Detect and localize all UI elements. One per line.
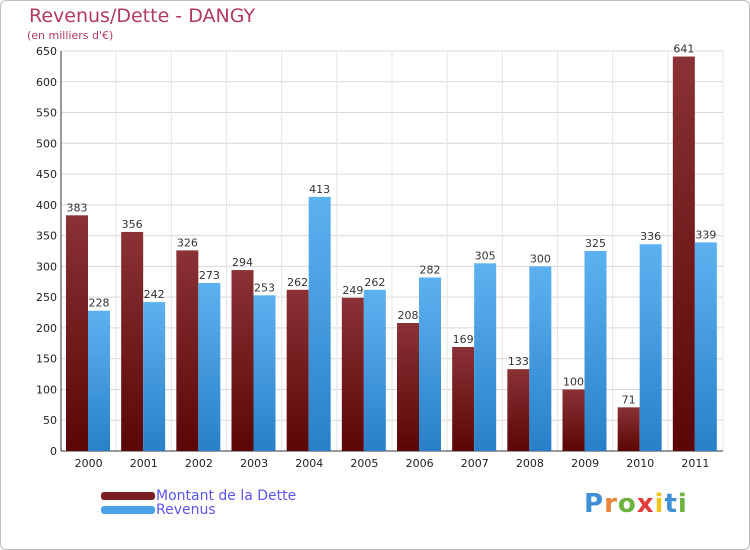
bar-revenus-2006: [419, 277, 441, 451]
bar-debt-2003: [231, 270, 254, 451]
chart-title: Revenus/Dette - DANGY: [29, 5, 256, 27]
chart-subtitle: (en milliers d'€): [27, 29, 114, 42]
bar-debt-2002: [176, 250, 199, 451]
bar-revenus-2011: [694, 242, 717, 451]
y-tick-label: 0: [50, 445, 57, 458]
logo-letter: o: [617, 489, 637, 519]
y-tick-label: 150: [36, 353, 57, 366]
value-label-revenus-2005: 262: [364, 276, 385, 289]
bar-revenus-2000: [88, 310, 110, 451]
y-tick-label: 450: [36, 168, 57, 181]
y-tick-label: 550: [36, 107, 57, 120]
value-label-debt-2007: 169: [453, 333, 474, 346]
y-tick-label: 250: [36, 291, 57, 304]
logo-letter: t: [664, 489, 678, 519]
y-tick-label: 300: [36, 260, 57, 273]
value-label-debt-2001: 356: [122, 218, 143, 231]
bar-debt-2004: [286, 289, 309, 451]
value-label-revenus-2010: 336: [640, 230, 661, 243]
logo-letter: P: [584, 489, 605, 519]
logo-letter: x: [636, 489, 655, 519]
bar-debt-2005: [341, 297, 364, 451]
x-tick-label: 2010: [626, 457, 654, 470]
value-label-revenus-2001: 242: [144, 288, 165, 301]
y-tick-label: 600: [36, 76, 57, 89]
x-tick-label: 2003: [240, 457, 268, 470]
x-tick-label: 2004: [295, 457, 323, 470]
value-label-revenus-2002: 273: [199, 269, 220, 282]
bar-debt-2008: [507, 369, 530, 451]
bar-debt-2000: [66, 215, 88, 451]
value-label-revenus-2009: 325: [585, 237, 606, 250]
value-label-revenus-2008: 300: [530, 252, 551, 265]
bar-revenus-2004: [308, 196, 331, 451]
bar-debt-2006: [397, 323, 419, 451]
axes: 0 50 100 150 200 250 300 350 400 450 500 550 600 650 2…: [36, 45, 723, 470]
bar-debt-2007: [452, 347, 475, 451]
bars: [66, 56, 717, 452]
x-tick-label: 2006: [406, 457, 434, 470]
x-tick-label: 2000: [75, 457, 103, 470]
value-label-debt-2006: 208: [398, 309, 419, 322]
value-label-revenus-2007: 305: [475, 249, 496, 262]
value-label-revenus-2000: 228: [89, 297, 110, 310]
y-tick-label: 100: [36, 383, 57, 396]
value-label-debt-2000: 383: [67, 201, 88, 214]
bar-debt-2001: [121, 231, 144, 451]
x-tick-label: 2005: [350, 457, 378, 470]
legend-swatch-revenus: [101, 506, 155, 514]
y-tick-label: 500: [36, 137, 57, 150]
value-label-revenus-2003: 253: [254, 281, 275, 294]
bar-debt-2011: [672, 56, 695, 452]
bar-revenus-2009: [584, 251, 607, 451]
value-label-debt-2003: 294: [232, 256, 253, 269]
logo-letter: i: [654, 489, 665, 519]
bar-revenus-2005: [363, 289, 386, 451]
value-label-revenus-2004: 413: [309, 183, 330, 196]
x-tick-label: 2001: [130, 457, 158, 470]
proxiti-logo: Proxiti: [584, 489, 688, 519]
bar-revenus-2007: [474, 263, 497, 451]
value-label-debt-2005: 249: [342, 284, 363, 297]
x-tick-label: 2002: [185, 457, 213, 470]
value-label-revenus-2006: 282: [420, 263, 441, 276]
bar-revenus-2003: [253, 295, 276, 451]
value-label-debt-2011: 641: [673, 43, 694, 56]
value-label-revenus-2011: 339: [695, 228, 716, 241]
bar-revenus-2010: [639, 244, 662, 451]
y-tick-label: 200: [36, 322, 57, 335]
bar-debt-2010: [617, 407, 640, 451]
y-tick-label: 350: [36, 230, 57, 243]
bar-revenus-2008: [529, 266, 552, 451]
value-label-debt-2009: 100: [563, 375, 584, 388]
x-tick-label: 2009: [571, 457, 599, 470]
y-tick-label: 50: [43, 414, 57, 427]
value-label-debt-2002: 326: [177, 236, 198, 249]
y-tick-label: 650: [36, 45, 57, 58]
bar-revenus-2002: [198, 283, 221, 451]
value-label-debt-2004: 262: [287, 276, 308, 289]
legend-swatch-debt: [101, 492, 155, 500]
bar-debt-2009: [562, 389, 585, 451]
logo-letter: i: [677, 489, 688, 519]
legend-label-debt: Montant de la Dette: [156, 488, 297, 504]
x-tick-label: 2011: [681, 457, 709, 470]
x-tick-label: 2008: [516, 457, 544, 470]
value-label-debt-2008: 133: [508, 355, 529, 368]
y-tick-label: 400: [36, 199, 57, 212]
bar-revenus-2001: [143, 302, 166, 451]
legend-label-revenus: Revenus: [156, 502, 216, 518]
logo-letter: r: [604, 489, 618, 519]
value-label-debt-2010: 71: [622, 393, 636, 406]
x-tick-label: 2007: [461, 457, 489, 470]
